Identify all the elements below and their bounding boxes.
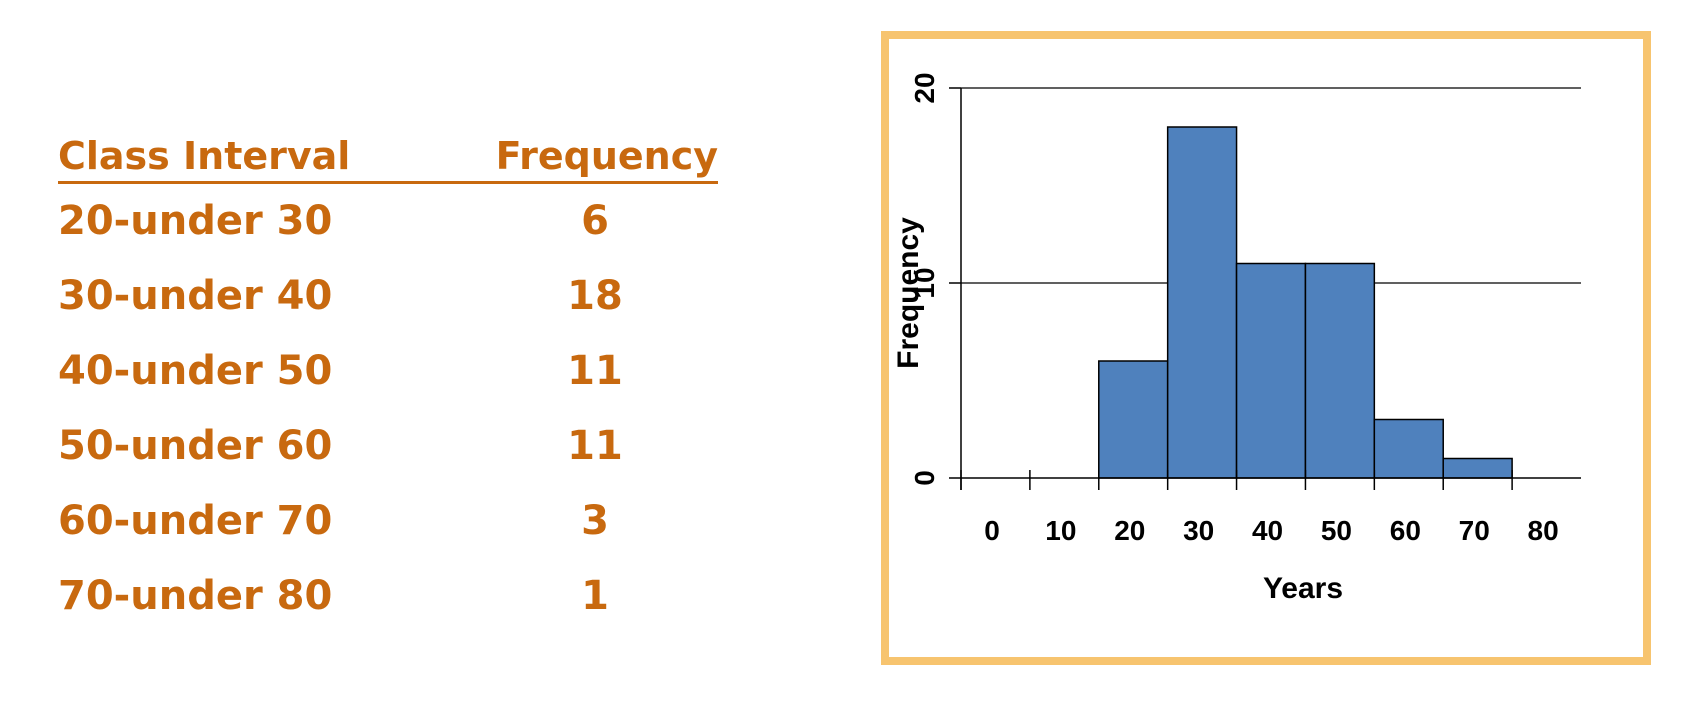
row-frequency: 18 bbox=[567, 273, 623, 319]
table-row: 70-under 80 1 bbox=[58, 559, 718, 634]
bars-layer bbox=[1098, 126, 1513, 479]
histogram-bar bbox=[1442, 457, 1513, 479]
table-row: 60-under 70 3 bbox=[58, 484, 718, 559]
x-tick-label: 10 bbox=[1045, 515, 1076, 546]
table-row: 40-under 50 11 bbox=[58, 334, 718, 409]
table-row: 30-under 40 18 bbox=[58, 259, 718, 334]
x-axis-title: Years bbox=[1263, 572, 1343, 605]
histogram-bar bbox=[1373, 418, 1444, 479]
histogram-bar bbox=[1166, 126, 1238, 479]
x-tick-label: 20 bbox=[1114, 515, 1145, 546]
header-class-interval: Class Interval bbox=[58, 134, 351, 178]
labels-layer: 0 10 20 0 10 20 30 40 50 60 70 80 bbox=[909, 72, 1559, 546]
histogram-chart: 0 10 20 0 10 20 30 40 50 60 70 80 Years Frequency bbox=[892, 72, 1581, 605]
x-tick-label: 50 bbox=[1321, 515, 1352, 546]
histogram-bar bbox=[1304, 262, 1376, 479]
row-frequency: 1 bbox=[581, 573, 609, 619]
row-frequency: 6 bbox=[581, 198, 609, 244]
y-axis-title: Frequency bbox=[892, 217, 925, 369]
y-tick-label: 0 bbox=[909, 470, 940, 486]
x-tick-label: 0 bbox=[984, 515, 1000, 546]
header-frequency: Frequency bbox=[495, 134, 718, 178]
table-row: 50-under 60 11 bbox=[58, 409, 718, 484]
row-frequency: 11 bbox=[567, 423, 623, 469]
axes-layer bbox=[949, 87, 1581, 490]
table-header: Class Interval Frequency bbox=[58, 128, 718, 184]
row-frequency: 11 bbox=[567, 348, 623, 394]
x-tick-label: 30 bbox=[1183, 515, 1214, 546]
x-tick-label: 40 bbox=[1252, 515, 1283, 546]
table-row: 20-under 30 6 bbox=[58, 184, 718, 259]
row-interval: 70-under 80 bbox=[58, 573, 333, 619]
row-interval: 40-under 50 bbox=[58, 348, 333, 394]
y-tick-label: 10 bbox=[909, 267, 940, 298]
x-tick-label: 80 bbox=[1528, 515, 1559, 546]
row-frequency: 3 bbox=[581, 498, 609, 544]
row-interval: 60-under 70 bbox=[58, 498, 333, 544]
row-interval: 50-under 60 bbox=[58, 423, 333, 469]
x-tick-label: 70 bbox=[1459, 515, 1490, 546]
grid-layer bbox=[961, 87, 1581, 284]
row-interval: 30-under 40 bbox=[58, 273, 333, 319]
frequency-table: Class Interval Frequency 20-under 30 6 3… bbox=[58, 128, 718, 634]
histogram-bar bbox=[1098, 360, 1169, 479]
chart-frame: 0 10 20 0 10 20 30 40 50 60 70 80 Years Frequency bbox=[881, 31, 1651, 665]
y-tick-label: 20 bbox=[909, 72, 940, 103]
row-interval: 20-under 30 bbox=[58, 198, 333, 244]
histogram-bar bbox=[1235, 262, 1307, 479]
x-tick-label: 60 bbox=[1390, 515, 1421, 546]
